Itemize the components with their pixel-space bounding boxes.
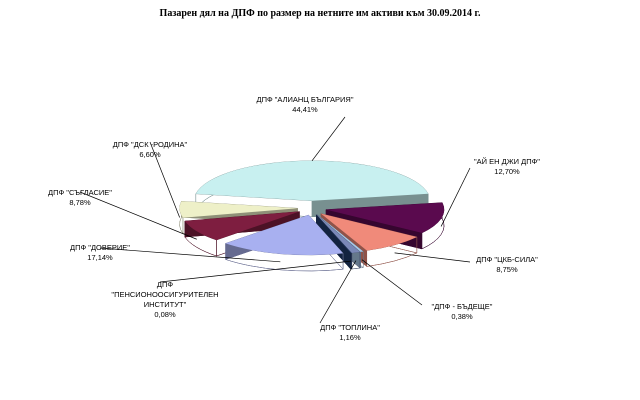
value-label: 8,78% [69, 198, 91, 207]
value-label: 0,08% [154, 310, 176, 319]
slice [317, 214, 364, 252]
slice [316, 214, 352, 254]
category-label: ДПФ "ПЕНСИОНООСИГУРИТЕЛЕН ИНСТИТУТ" [111, 280, 219, 309]
leader-line [311, 116, 346, 162]
value-label: 17,14% [87, 253, 113, 262]
category-label: ДПФ "ДОВЕРИЕ" [70, 243, 130, 252]
leader-line [361, 259, 423, 306]
data-label: ДПФ "ТОПЛИНА" 1,16% [290, 323, 410, 343]
leader-line [99, 247, 281, 263]
value-label: 0,38% [451, 312, 473, 321]
chart-title: Пазарен дял на ДПФ по размер на нетните … [159, 8, 481, 19]
data-label: ДПФ "ДСК -РОДИНА" 6,60% [90, 140, 210, 160]
leader-line [319, 260, 357, 324]
value-label: 12,70% [494, 167, 520, 176]
leader-line [394, 252, 471, 263]
category-label: ДПФ "СЪГЛАСИЕ" [48, 188, 112, 197]
category-label: ДПФ "ДСК -РОДИНА" [112, 140, 188, 149]
category-label: ДПФ "ТОПЛИНА" [320, 323, 380, 332]
slice [195, 160, 429, 201]
slice [225, 214, 344, 255]
leader-line [79, 191, 197, 240]
slice [320, 213, 417, 251]
data-label: "ДПФ - БЪДЕЩЕ" 0,38% [402, 302, 522, 322]
value-label: 44,41% [292, 105, 318, 114]
value-label: 6,60% [139, 150, 161, 159]
category-label: "ДПФ - БЪДЕЩЕ" [431, 302, 493, 311]
data-label: ДПФ "ЦКБ-СИЛА" 8,75% [447, 255, 567, 275]
slice [184, 211, 300, 240]
data-label: "АЙ ЕН ДЖИ ДПФ" 12,70% [447, 157, 567, 177]
leader-line [149, 141, 180, 218]
category-label: ДПФ "ЦКБ-СИЛА" [476, 255, 538, 264]
data-label: ДПФ "ДОВЕРИЕ" 17,14% [40, 243, 160, 263]
slice [179, 201, 298, 218]
category-label: "АЙ ЕН ДЖИ ДПФ" [474, 157, 540, 166]
slice [316, 214, 360, 253]
leader-line [159, 260, 352, 283]
leader-line [440, 167, 471, 227]
category-label: ДПФ "АЛИАНЦ БЪЛГАРИЯ" [256, 95, 354, 104]
value-label: 1,16% [339, 333, 361, 342]
value-label: 8,75% [496, 265, 518, 274]
data-label: ДПФ "СЪГЛАСИЕ" 8,78% [20, 188, 140, 208]
data-label: ДПФ "ПЕНСИОНООСИГУРИТЕЛЕН ИНСТИТУТ" 0,08% [105, 280, 225, 320]
slice [326, 202, 445, 233]
data-label: ДПФ "АЛИАНЦ БЪЛГАРИЯ" 44,41% [245, 95, 365, 115]
